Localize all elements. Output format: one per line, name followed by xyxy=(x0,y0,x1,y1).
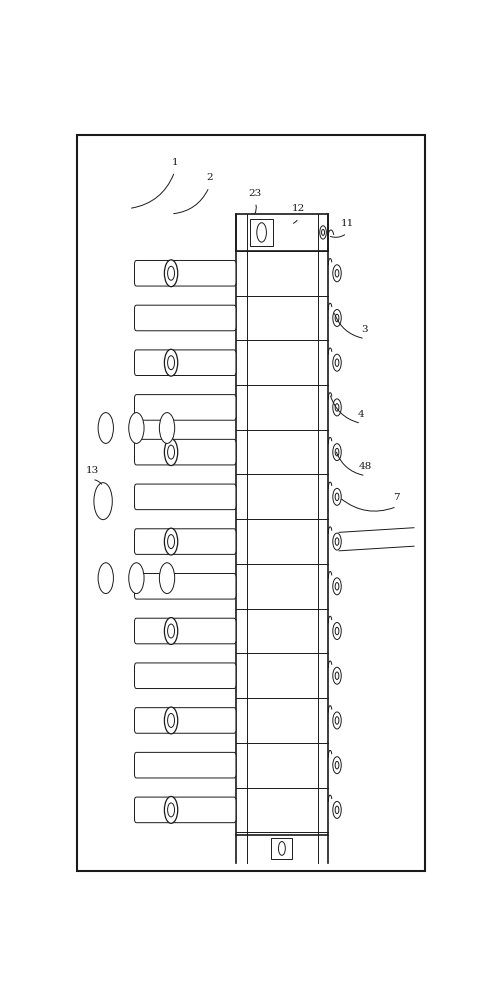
Text: 1: 1 xyxy=(171,158,178,167)
Circle shape xyxy=(257,223,266,242)
Circle shape xyxy=(322,229,325,235)
Circle shape xyxy=(279,842,286,855)
Circle shape xyxy=(335,359,339,366)
Circle shape xyxy=(167,803,174,817)
Text: 3: 3 xyxy=(362,325,369,334)
Text: 23: 23 xyxy=(248,189,262,198)
Circle shape xyxy=(129,413,144,443)
Circle shape xyxy=(333,757,341,774)
Bar xyxy=(236,214,328,251)
Bar xyxy=(250,219,273,246)
Circle shape xyxy=(167,713,174,727)
FancyBboxPatch shape xyxy=(134,618,236,644)
Circle shape xyxy=(165,349,178,376)
Circle shape xyxy=(167,356,174,370)
Circle shape xyxy=(94,483,112,520)
FancyBboxPatch shape xyxy=(134,529,236,554)
Circle shape xyxy=(335,672,339,679)
Circle shape xyxy=(160,563,175,594)
Circle shape xyxy=(167,535,174,549)
Circle shape xyxy=(167,445,174,459)
FancyBboxPatch shape xyxy=(134,484,236,510)
FancyBboxPatch shape xyxy=(134,439,236,465)
FancyBboxPatch shape xyxy=(134,305,236,331)
Circle shape xyxy=(335,627,339,635)
Circle shape xyxy=(165,439,178,466)
Bar xyxy=(271,838,292,859)
Circle shape xyxy=(335,493,339,501)
Circle shape xyxy=(333,801,341,818)
Circle shape xyxy=(165,618,178,644)
Text: 13: 13 xyxy=(85,466,99,475)
Circle shape xyxy=(333,533,341,550)
Circle shape xyxy=(98,413,114,443)
FancyBboxPatch shape xyxy=(134,708,236,733)
FancyBboxPatch shape xyxy=(134,797,236,823)
Text: 48: 48 xyxy=(359,462,372,471)
FancyBboxPatch shape xyxy=(134,350,236,375)
Circle shape xyxy=(335,583,339,590)
Circle shape xyxy=(167,624,174,638)
Circle shape xyxy=(333,667,341,684)
Circle shape xyxy=(335,761,339,769)
Circle shape xyxy=(335,448,339,456)
Circle shape xyxy=(333,712,341,729)
Circle shape xyxy=(335,404,339,411)
Text: 12: 12 xyxy=(292,204,305,213)
Circle shape xyxy=(333,265,341,282)
Circle shape xyxy=(333,399,341,416)
Circle shape xyxy=(335,717,339,724)
Circle shape xyxy=(165,796,178,823)
Circle shape xyxy=(335,806,339,814)
Circle shape xyxy=(165,707,178,734)
Circle shape xyxy=(333,309,341,326)
Circle shape xyxy=(165,528,178,555)
FancyBboxPatch shape xyxy=(134,395,236,420)
Circle shape xyxy=(165,260,178,287)
FancyBboxPatch shape xyxy=(134,663,236,689)
FancyBboxPatch shape xyxy=(134,574,236,599)
Circle shape xyxy=(160,413,175,443)
Circle shape xyxy=(333,578,341,595)
Circle shape xyxy=(333,488,341,505)
Circle shape xyxy=(335,538,339,545)
Text: 7: 7 xyxy=(393,493,400,502)
FancyBboxPatch shape xyxy=(134,752,236,778)
Circle shape xyxy=(333,623,341,640)
Circle shape xyxy=(129,563,144,594)
Text: 2: 2 xyxy=(206,173,212,182)
Circle shape xyxy=(320,226,327,239)
Text: 4: 4 xyxy=(358,410,365,419)
Circle shape xyxy=(98,563,114,594)
Circle shape xyxy=(335,314,339,322)
FancyBboxPatch shape xyxy=(134,260,236,286)
Circle shape xyxy=(335,270,339,277)
Text: 11: 11 xyxy=(340,219,354,228)
Circle shape xyxy=(333,444,341,461)
Circle shape xyxy=(333,354,341,371)
Circle shape xyxy=(167,266,174,280)
